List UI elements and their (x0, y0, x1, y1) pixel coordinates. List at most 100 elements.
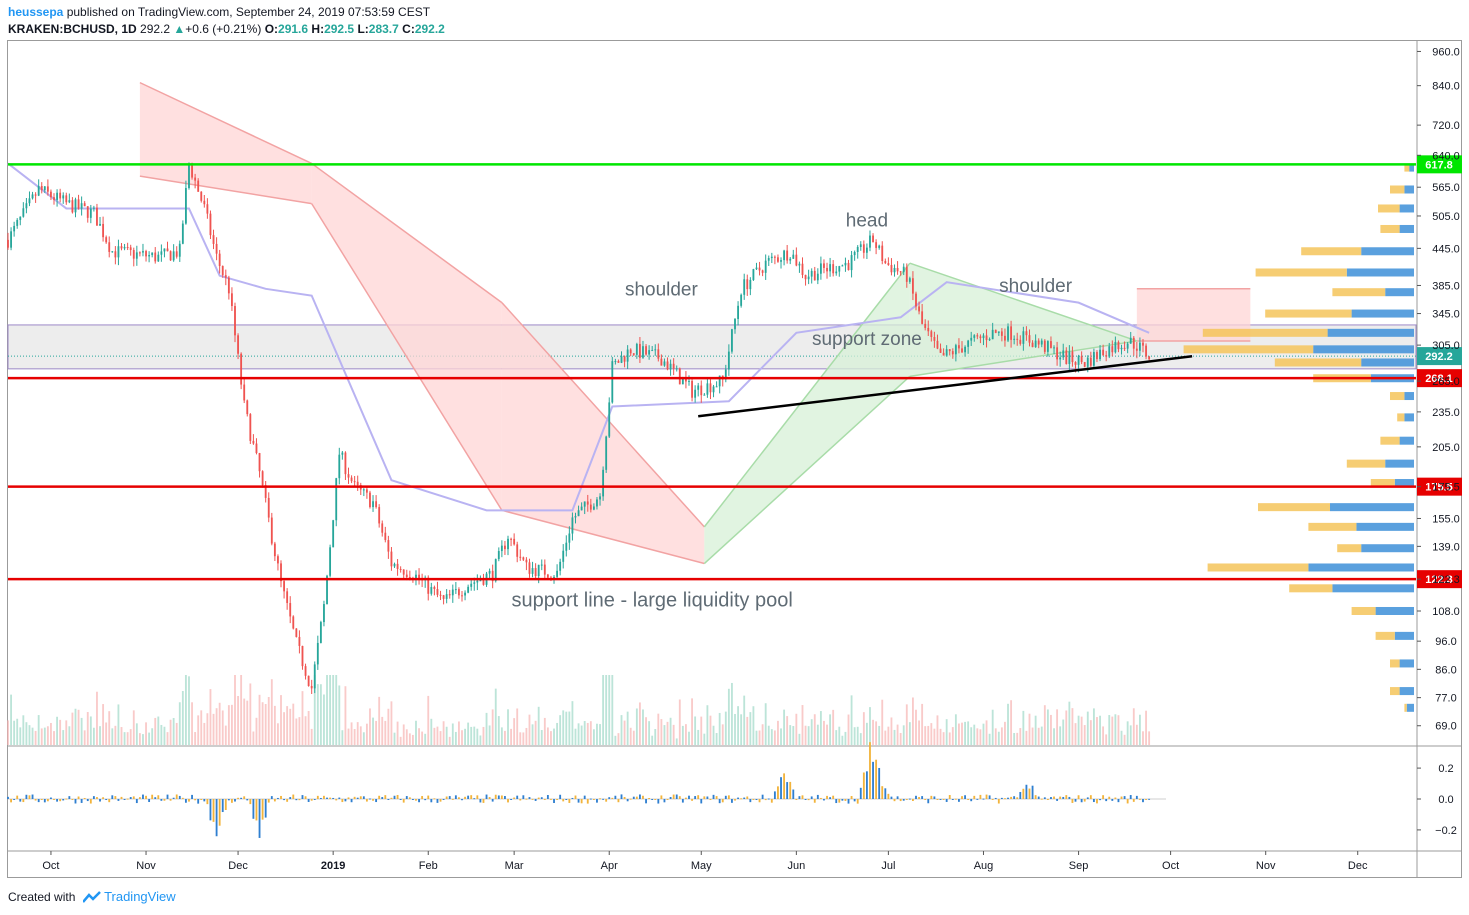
volume-bar (387, 708, 390, 745)
candle-body (381, 523, 384, 533)
candle-body (967, 340, 970, 347)
candle-body (350, 477, 353, 482)
candle-body (384, 532, 387, 541)
volume-bar (1022, 710, 1025, 745)
volume-bar (893, 729, 896, 745)
oscillator-bar (34, 799, 37, 801)
candle-body (1092, 352, 1095, 366)
oscillator-bar (384, 795, 387, 799)
oscillator-bar (221, 799, 224, 813)
oscillator-bar (706, 796, 709, 799)
oscillator-bar (43, 799, 46, 803)
candle-body (326, 575, 328, 605)
candle-body (470, 583, 473, 587)
oscillator-bar (56, 799, 59, 802)
volume-bar (731, 682, 733, 745)
oscillator-bar (1080, 799, 1083, 803)
oscillator-bar (1016, 797, 1019, 799)
volume-bar (819, 711, 822, 745)
oscillator-bar (807, 799, 810, 801)
candle-body (1050, 341, 1052, 348)
volume-bar (721, 724, 724, 745)
volume-bar (160, 724, 163, 745)
ichimoku-cloud-layer (139, 81, 1251, 565)
volume-bar (540, 730, 543, 745)
oscillator-bar (218, 799, 221, 826)
volume-profile-down-bar (1399, 204, 1414, 213)
volume-bar (847, 714, 850, 745)
open-label: O: (264, 22, 279, 36)
candle-body (1142, 342, 1144, 346)
volume-bar (602, 675, 605, 745)
candle-body (464, 592, 466, 596)
volume-bar (675, 738, 678, 745)
tradingview-brand[interactable]: TradingView (104, 889, 176, 904)
candle-body (25, 203, 28, 209)
oscillator-bar (1102, 795, 1105, 799)
oscillator-bar (172, 797, 175, 799)
candle-body (28, 198, 31, 204)
oscillator-bar (181, 797, 184, 799)
oscillator-bar (160, 799, 163, 801)
candle-body (369, 492, 371, 508)
volume-bar (767, 725, 770, 745)
candle-body (286, 591, 289, 604)
volume-bar (120, 727, 123, 745)
volume-profile-down-bar (1399, 687, 1414, 696)
oscillator-bar (660, 795, 663, 799)
candle-body (685, 378, 687, 382)
oscillator-bar (1114, 797, 1117, 799)
level-price-tag (1417, 477, 1462, 496)
oscillator-bar (623, 796, 626, 799)
candle-body (712, 386, 715, 393)
volume-bar (976, 728, 979, 745)
oscillator-bar (988, 795, 991, 799)
candle-body (298, 636, 301, 646)
candle-body (37, 185, 40, 196)
candle-body (666, 361, 669, 370)
candle-body (626, 349, 629, 362)
oscillator-bar (761, 794, 764, 799)
volume-bar (332, 675, 335, 745)
y-tick-label: 69.0 (1435, 721, 1456, 733)
oscillator-bar (678, 796, 681, 799)
candle-body (531, 568, 534, 574)
y-tick-label: 86.0 (1435, 664, 1456, 676)
oscillator-bar (832, 795, 835, 799)
author-name[interactable]: heussepa (8, 5, 64, 19)
candle-body (568, 533, 571, 543)
volume-bar (255, 717, 258, 745)
y-tick-label: 108.0 (1432, 606, 1460, 618)
x-tick-label: Mar (505, 860, 524, 872)
candle-body (114, 251, 117, 258)
volume-bar (411, 734, 414, 745)
volume-profile-down-bar (1404, 413, 1414, 422)
volume-bar (319, 684, 322, 745)
candle-body (206, 204, 209, 214)
oscillator-bar (209, 799, 212, 821)
oscillator-bar (491, 799, 494, 802)
volume-bar (114, 725, 117, 745)
oscillator-bar (473, 798, 476, 800)
volume-bar (405, 729, 408, 745)
volume-bar (755, 730, 758, 745)
oscillator-bar (783, 773, 786, 799)
candle-body (718, 375, 721, 387)
oscillator-bar (31, 794, 34, 799)
candle-body (908, 278, 911, 282)
oscillator-bar (323, 795, 325, 799)
y-tick-label: 305.0 (1432, 340, 1460, 352)
oscillator-bar (338, 797, 341, 799)
oscillator-bar (727, 795, 730, 799)
oscillator-bar (369, 798, 371, 800)
candle-body (924, 323, 927, 328)
oscillator-bar (390, 797, 393, 799)
oscillator-bar (329, 797, 332, 799)
volume-bar (752, 706, 755, 745)
volume-bar (310, 728, 313, 745)
candle-body (734, 318, 736, 330)
oscillator-bar (1000, 797, 1003, 799)
oscillator-bar (246, 799, 249, 801)
volume-bar (445, 726, 448, 745)
